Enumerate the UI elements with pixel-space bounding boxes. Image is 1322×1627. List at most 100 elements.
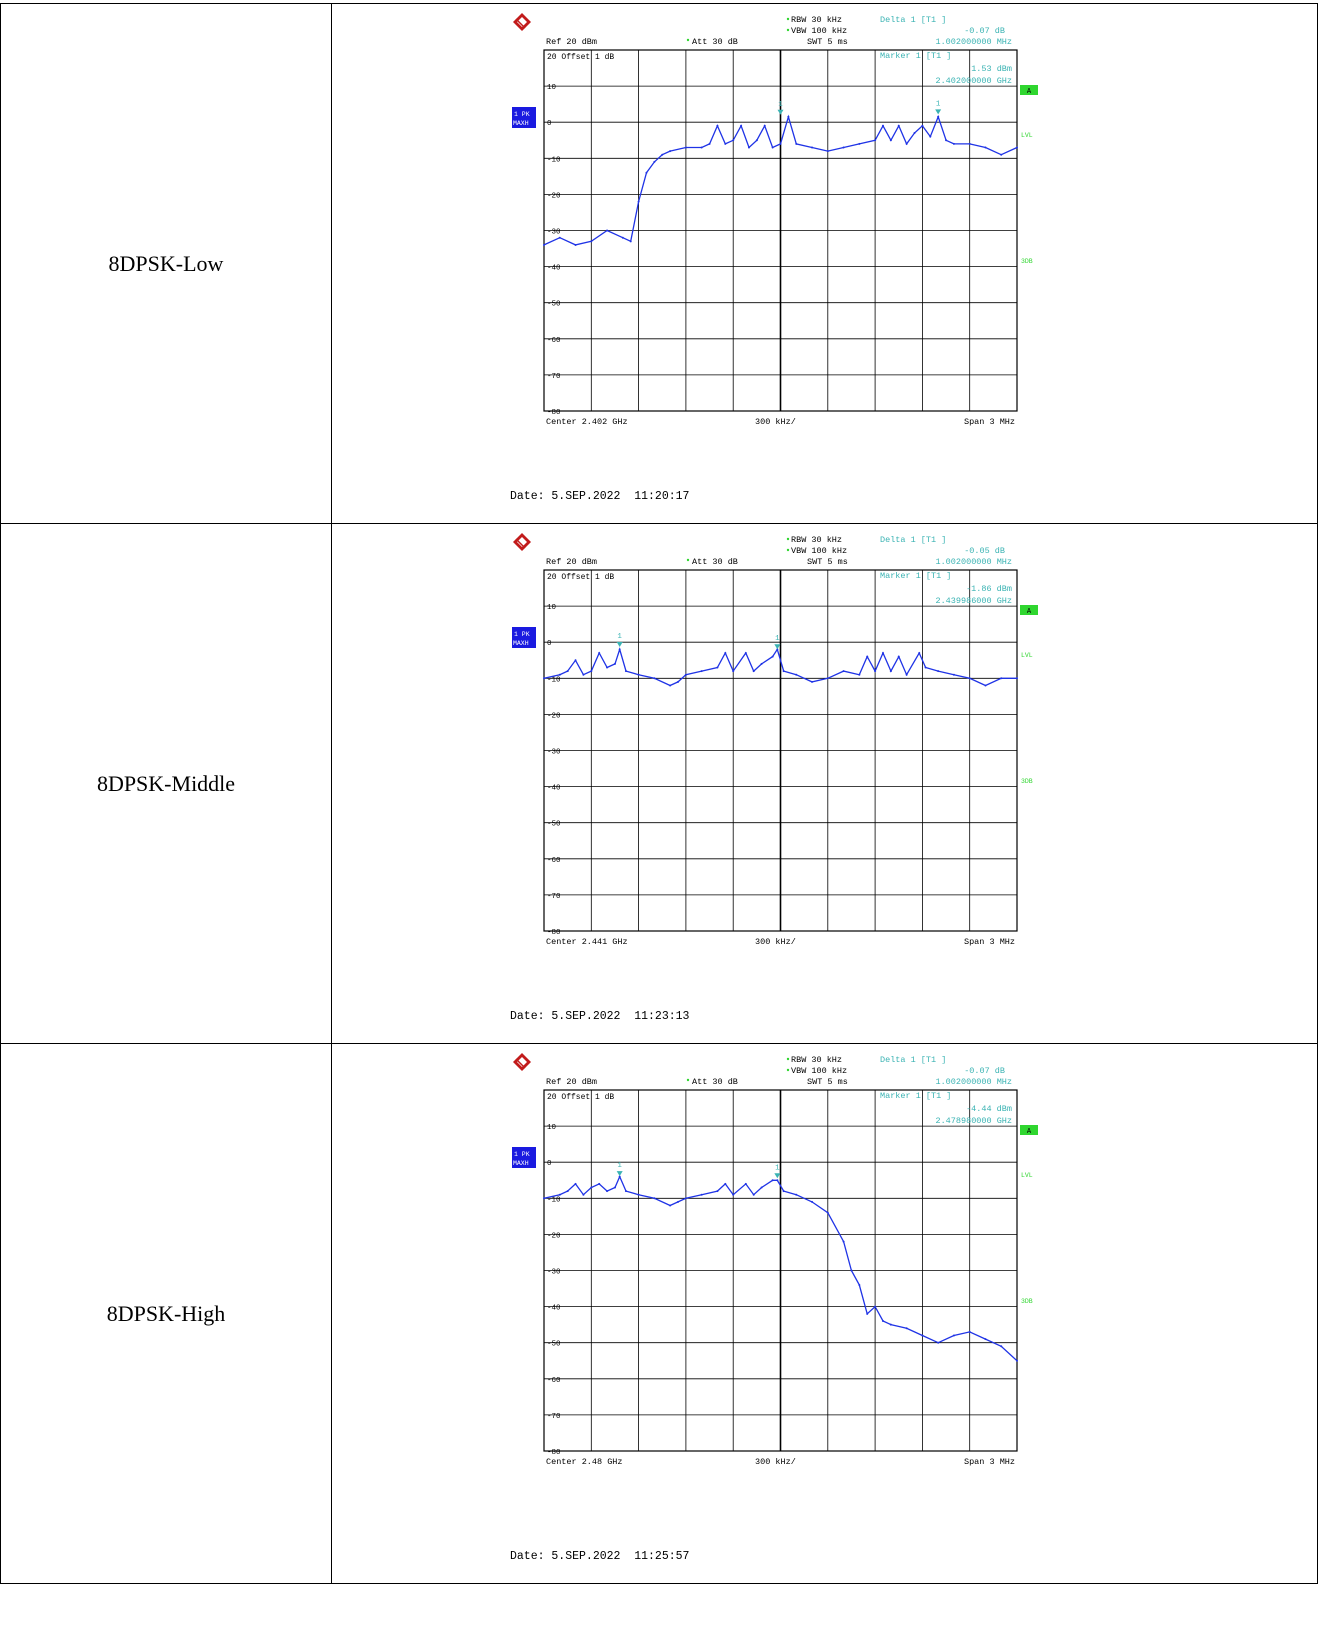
marker-value: -4.44 dBm [966, 1104, 1012, 1114]
marker-triangle-icon [774, 644, 781, 650]
trace-point [937, 115, 940, 118]
trace-point [984, 684, 987, 687]
y-tick-label: -30 [547, 749, 561, 757]
y-tick-label: 0 [547, 1160, 552, 1168]
trace-point [826, 150, 829, 153]
trace-point [624, 670, 627, 673]
frequency-span: Span 3 MHz [964, 417, 1015, 427]
trace-point [558, 1193, 561, 1196]
y-tick-label: -60 [547, 337, 561, 345]
analyzer-screenshot: RBW 30 kHz VBW 100 kHz SWT 5 ms Ref 20 dBm A… [510, 4, 1070, 520]
trace-point [543, 677, 545, 680]
trace-point [606, 1190, 609, 1193]
delta-marker-value: -0.07 dB [964, 1066, 1005, 1076]
marker-number: 1 [617, 1162, 622, 1170]
trace-point [1000, 1345, 1003, 1348]
result-row: 8DPSK-Middle RBW 30 kHz VBW 100 kHz SWT 5 m… [0, 523, 1318, 1044]
delta-marker-value: -0.07 dB [964, 26, 1005, 36]
trace-point [968, 142, 971, 145]
mode-label: 8DPSK-High [0, 1043, 332, 1584]
trace-point [747, 146, 750, 149]
rohde-schwarz-logo-icon [513, 13, 531, 31]
trace-point [826, 677, 829, 680]
marker-triangle-icon [777, 109, 784, 115]
trace-point [968, 1330, 971, 1333]
trace-point [724, 142, 727, 145]
delta-marker-frequency: 1.002000000 MHz [935, 37, 1012, 47]
trace-point [724, 1182, 727, 1185]
trace-point [661, 153, 664, 156]
y-tick-label: -70 [547, 893, 561, 901]
trace-point [771, 146, 774, 149]
rbw-readout: RBW 30 kHz [791, 1055, 842, 1065]
trace-point [924, 666, 927, 669]
badge-detector-label: MAXH [513, 640, 529, 647]
trace-mode-badge: 1 PK MAXH [512, 1147, 536, 1168]
trace-mode-badge: 1 PK MAXH [512, 627, 536, 648]
trace-point [543, 1197, 545, 1200]
frequency-per-division: 300 kHz/ [755, 1457, 796, 1467]
trace-point [558, 673, 561, 676]
trace-point [637, 1193, 640, 1196]
trace-point [543, 243, 545, 246]
trace-point [771, 1179, 774, 1182]
marker-number: 1 [778, 101, 783, 109]
trace-point [574, 243, 577, 246]
badge-detector-label: MAXH [513, 120, 529, 127]
trace-point [760, 1186, 763, 1189]
trace-point [684, 146, 687, 149]
y-tick-label: -40 [547, 1305, 561, 1313]
trace-point [905, 142, 908, 145]
trace-point [582, 673, 585, 676]
marker-value: -1.86 dBm [966, 584, 1012, 594]
trace-point [782, 1190, 785, 1193]
delta-marker-frequency: 1.002000000 MHz [935, 1077, 1012, 1087]
y-tick-label: -10 [547, 156, 561, 164]
trace-point [889, 670, 892, 673]
trace-point [716, 124, 719, 127]
trace-point [1000, 153, 1003, 156]
trace-point [598, 652, 601, 655]
level-indicator: LVL [1021, 132, 1033, 139]
trace-point [897, 124, 900, 127]
trace-point [700, 670, 703, 673]
trace-point [760, 662, 763, 665]
three-db-indicator: 3DB [1021, 258, 1033, 265]
trace-point [779, 142, 782, 145]
screen-a-label: A [1027, 1128, 1032, 1136]
trace-point [621, 236, 624, 239]
trace-point [653, 160, 656, 163]
trace-point [811, 680, 814, 683]
trace-point [590, 670, 593, 673]
delta-marker-title: Delta 1 [T1 ] [880, 15, 946, 25]
marker-title: Marker 1 [T1 ] [880, 51, 951, 61]
trace-point [952, 1334, 955, 1337]
marker-triangle-icon [616, 642, 623, 648]
trace-point [929, 135, 932, 138]
level-indicator: LVL [1021, 652, 1033, 659]
capture-date: Date: 5.SEP.2022 11:20:17 [510, 490, 690, 503]
y-tick-label: -60 [547, 857, 561, 865]
trace-point [684, 673, 687, 676]
trace-point [740, 124, 743, 127]
frequency-span: Span 3 MHz [964, 1457, 1015, 1467]
offset-readout: 20 Offset 1 dB [547, 53, 614, 62]
attenuation-readout: Att 30 dB [692, 1077, 738, 1087]
delta-marker-title: Delta 1 [T1 ] [880, 535, 946, 545]
trace-point [669, 1204, 672, 1207]
trace-point [858, 142, 861, 145]
marker-number: 1 [775, 635, 780, 643]
trace-point [677, 1200, 680, 1203]
trace-point [606, 229, 609, 232]
trace-point [842, 670, 845, 673]
marker-title: Marker 1 [T1 ] [880, 1091, 951, 1101]
plot-cell: RBW 30 kHz VBW 100 kHz SWT 5 ms Ref 20 dBm A… [331, 3, 1318, 524]
y-tick-label: -10 [547, 1196, 561, 1204]
trace-point [590, 1186, 593, 1189]
capture-date: Date: 5.SEP.2022 11:23:13 [510, 1010, 690, 1023]
marker-triangle-icon [935, 109, 942, 115]
trace-point [574, 1182, 577, 1185]
badge-trace-label: 1 PK [514, 1151, 530, 1158]
trace-point [763, 124, 766, 127]
